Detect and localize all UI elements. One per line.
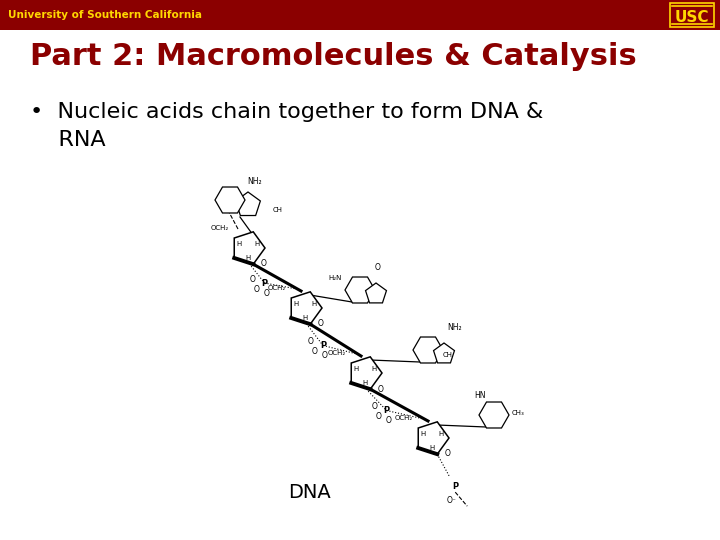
Text: P: P	[320, 341, 326, 350]
Text: O: O	[378, 384, 384, 394]
Text: O: O	[312, 347, 318, 356]
Text: University of Southern California: University of Southern California	[8, 10, 202, 20]
Text: OCH₂: OCH₂	[328, 350, 346, 356]
Text: H: H	[246, 255, 251, 261]
Text: O: O	[318, 320, 324, 328]
Text: O: O	[372, 402, 377, 411]
Text: H₂N: H₂N	[328, 275, 342, 281]
Text: O: O	[386, 416, 392, 425]
Text: O⁻: O⁻	[446, 496, 456, 505]
Polygon shape	[418, 422, 449, 454]
Text: H: H	[429, 445, 435, 451]
Text: H: H	[254, 241, 260, 247]
Text: O: O	[253, 285, 259, 294]
Text: H: H	[354, 366, 359, 372]
Text: O: O	[261, 260, 267, 268]
Text: O: O	[264, 288, 269, 298]
Text: H: H	[420, 431, 426, 437]
Text: OCH₂: OCH₂	[211, 225, 229, 231]
Text: P: P	[452, 482, 459, 491]
Text: O: O	[376, 412, 382, 421]
Bar	[0, 0, 720, 30]
Text: USC: USC	[675, 10, 709, 24]
Text: CH₃: CH₃	[512, 410, 524, 416]
Text: •  Nucleic acids chain together to form DNA &: • Nucleic acids chain together to form D…	[30, 102, 544, 122]
Text: OCH₂: OCH₂	[268, 285, 286, 291]
Polygon shape	[366, 283, 387, 303]
Polygon shape	[235, 192, 261, 215]
Text: NH₂: NH₂	[248, 178, 262, 186]
Text: RNA: RNA	[30, 130, 106, 150]
Polygon shape	[234, 232, 265, 264]
Text: CH: CH	[273, 207, 283, 213]
Polygon shape	[292, 292, 322, 324]
Text: O: O	[322, 351, 328, 360]
Text: OCH₂: OCH₂	[395, 415, 413, 421]
Polygon shape	[215, 187, 245, 213]
Text: H: H	[311, 301, 317, 307]
Polygon shape	[433, 343, 454, 363]
Text: O: O	[308, 337, 314, 346]
Text: NH₂: NH₂	[448, 323, 462, 333]
Text: H: H	[362, 380, 368, 386]
Bar	[670, 3, 714, 27]
Polygon shape	[351, 357, 382, 389]
Polygon shape	[413, 337, 443, 363]
Text: H: H	[302, 315, 307, 321]
Text: H: H	[372, 366, 377, 372]
Text: H: H	[438, 431, 444, 437]
Text: P: P	[384, 406, 390, 415]
Polygon shape	[479, 402, 509, 428]
Text: CH: CH	[443, 352, 453, 358]
Text: O: O	[375, 264, 381, 273]
Text: DNA: DNA	[289, 483, 331, 502]
Polygon shape	[345, 277, 375, 303]
Text: Part 2: Macromolecules & Catalysis: Part 2: Macromolecules & Catalysis	[30, 42, 636, 71]
Text: HN: HN	[474, 392, 486, 401]
Text: H: H	[293, 301, 299, 307]
Text: P: P	[261, 279, 268, 287]
Text: H: H	[236, 241, 242, 247]
Text: O: O	[250, 274, 256, 284]
Text: O: O	[445, 449, 451, 458]
